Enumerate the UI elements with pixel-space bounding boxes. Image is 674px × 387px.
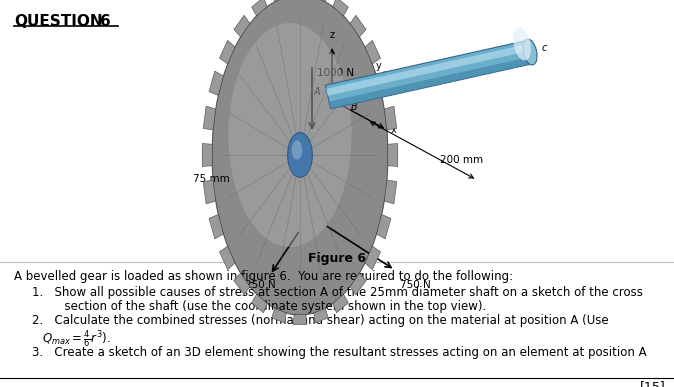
- Ellipse shape: [513, 27, 531, 60]
- Polygon shape: [203, 106, 216, 130]
- Polygon shape: [329, 57, 532, 109]
- Polygon shape: [220, 40, 235, 64]
- Ellipse shape: [292, 140, 302, 159]
- Polygon shape: [202, 144, 212, 166]
- Text: 750 N: 750 N: [400, 280, 431, 290]
- Text: 3.   Create a sketch of an 3D element showing the resultant stresses acting on a: 3. Create a sketch of an 3D element show…: [32, 346, 646, 359]
- Polygon shape: [314, 308, 328, 323]
- Text: QUESTION: QUESTION: [14, 14, 102, 29]
- Polygon shape: [293, 315, 307, 325]
- Polygon shape: [333, 0, 348, 16]
- Polygon shape: [234, 273, 250, 295]
- Polygon shape: [365, 246, 381, 270]
- Polygon shape: [377, 214, 391, 239]
- Polygon shape: [377, 71, 391, 96]
- Text: 250 N: 250 N: [245, 280, 276, 290]
- Polygon shape: [220, 246, 235, 270]
- Text: 6: 6: [100, 14, 111, 29]
- Text: 75 mm: 75 mm: [193, 174, 230, 184]
- Text: $Q_{max}= \frac{4}{6}r^3$).: $Q_{max}= \frac{4}{6}r^3$).: [42, 328, 111, 350]
- Text: 1000 N: 1000 N: [317, 68, 354, 78]
- Polygon shape: [234, 15, 250, 37]
- Polygon shape: [350, 273, 366, 295]
- Polygon shape: [203, 180, 216, 204]
- Ellipse shape: [228, 23, 352, 247]
- Polygon shape: [209, 214, 224, 239]
- Text: [15]: [15]: [640, 380, 666, 387]
- Ellipse shape: [288, 133, 312, 177]
- Polygon shape: [384, 106, 397, 130]
- Polygon shape: [251, 0, 267, 16]
- Text: B: B: [350, 102, 357, 112]
- Polygon shape: [350, 15, 366, 37]
- Polygon shape: [326, 44, 530, 96]
- Polygon shape: [365, 40, 381, 64]
- Ellipse shape: [523, 39, 537, 65]
- Text: 200 mm: 200 mm: [440, 155, 483, 165]
- Polygon shape: [326, 40, 532, 109]
- Text: section of the shaft (use the coordinate system shown in the top view).: section of the shaft (use the coordinate…: [42, 300, 486, 313]
- Polygon shape: [314, 0, 328, 2]
- Text: 2.   Calculate the combined stresses (normal and shear) acting on the material a: 2. Calculate the combined stresses (norm…: [32, 314, 609, 327]
- Text: c: c: [542, 43, 547, 53]
- Text: 1.   Show all possible causes of stress at section A of the 25mm diameter shaft : 1. Show all possible causes of stress at…: [32, 286, 643, 299]
- Text: A: A: [313, 87, 320, 97]
- Polygon shape: [272, 0, 286, 2]
- Polygon shape: [388, 144, 398, 166]
- Polygon shape: [251, 294, 267, 313]
- Polygon shape: [209, 71, 224, 96]
- Ellipse shape: [212, 0, 388, 315]
- Text: z: z: [330, 30, 334, 40]
- Text: x: x: [391, 125, 397, 135]
- Polygon shape: [272, 308, 286, 323]
- Text: Figure 6: Figure 6: [308, 252, 366, 265]
- Polygon shape: [384, 180, 397, 204]
- Text: y: y: [376, 61, 381, 71]
- Polygon shape: [333, 294, 348, 313]
- Text: A bevelled gear is loaded as shown in figure 6.  You are required to do the foll: A bevelled gear is loaded as shown in fi…: [14, 270, 513, 283]
